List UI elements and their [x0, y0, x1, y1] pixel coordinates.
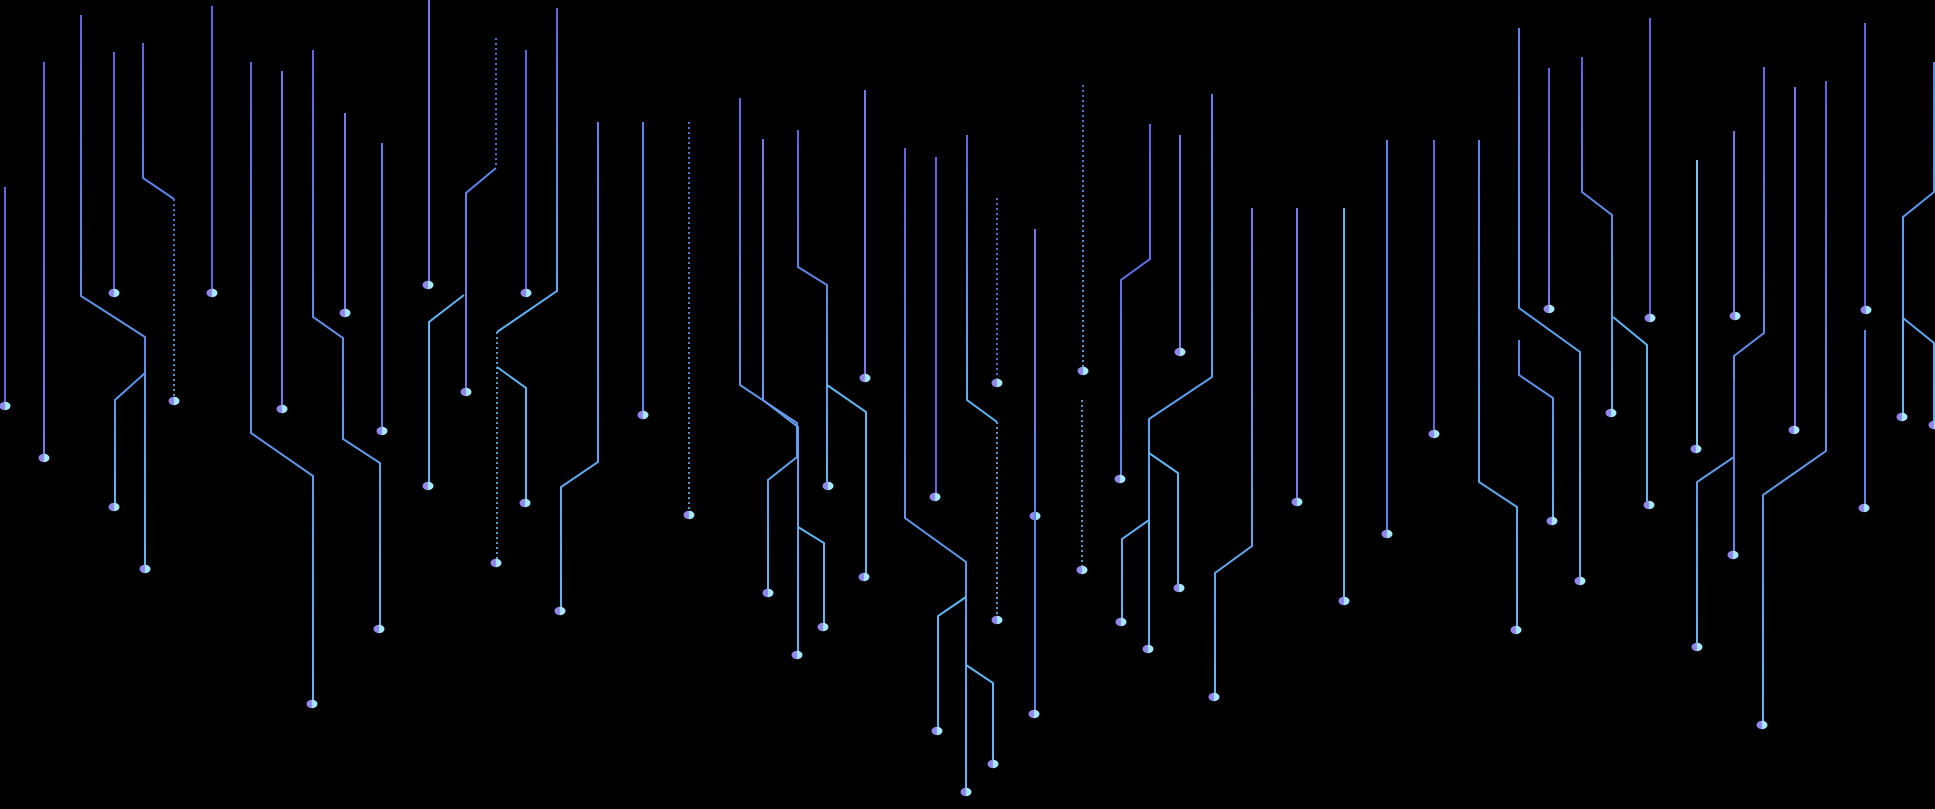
beam-endpoint-dot — [931, 726, 943, 736]
beam-endpoint-dot — [276, 404, 288, 414]
beam-endpoint-dot — [1788, 425, 1800, 435]
beam-line — [797, 526, 825, 624]
beam-endpoint-dot — [306, 699, 318, 709]
beam-endpoint-dot — [1691, 642, 1703, 652]
beam-endpoint-dot — [1174, 347, 1186, 357]
beam-endpoint-dot — [108, 288, 120, 298]
beam-endpoint-dot — [1644, 313, 1656, 323]
beam-endpoint-dot — [960, 787, 972, 797]
beam-line — [312, 50, 381, 626]
beam-endpoint-dot — [519, 498, 531, 508]
beam-endpoint-dot — [108, 502, 120, 512]
beam-endpoint-dot — [859, 373, 871, 383]
beam-endpoint-dot — [637, 410, 649, 420]
beam-endpoint-dot — [376, 426, 388, 436]
beam-endpoint-dot — [139, 564, 151, 574]
beam-endpoint-dot — [1077, 366, 1089, 376]
beam-line — [1214, 208, 1253, 694]
beam-line — [114, 337, 146, 504]
beam-endpoint-dot — [929, 492, 941, 502]
beam-line — [1762, 81, 1827, 722]
beam-line — [1612, 316, 1648, 502]
beam-endpoint-dot — [1896, 412, 1908, 422]
beam-endpoint-dot — [1727, 550, 1739, 560]
beam-endpoint-dot — [1605, 408, 1617, 418]
beam-line — [739, 98, 798, 590]
beam-line — [142, 43, 175, 200]
beam-line — [496, 366, 527, 500]
beam-line — [1148, 452, 1179, 585]
beam-line — [428, 294, 465, 483]
beam-endpoint-dot — [554, 606, 566, 616]
beam-line — [80, 15, 146, 566]
beam-endpoint-dot — [791, 650, 803, 660]
beam-endpoint-dot — [460, 387, 472, 397]
beam-endpoint-dot — [1928, 420, 1935, 430]
beam-endpoint-dot — [1076, 565, 1088, 575]
beam-endpoint-dot — [168, 396, 180, 406]
beam-endpoint-dot — [1142, 644, 1154, 654]
beam-line — [826, 384, 867, 574]
beam-endpoint-dot — [1690, 444, 1702, 454]
beam-line — [966, 135, 998, 423]
beam-line — [496, 8, 558, 333]
beam-endpoint-dot — [1115, 617, 1127, 627]
beam-line — [250, 62, 314, 701]
beam-endpoint-dot — [1114, 474, 1126, 484]
beam-endpoint-dot — [822, 481, 834, 491]
beam-endpoint-dot — [422, 280, 434, 290]
beam-endpoint-dot — [987, 759, 999, 769]
beam-endpoint-dot — [373, 624, 385, 634]
beam-line — [1902, 62, 1935, 422]
beam-line — [560, 122, 599, 608]
beam-endpoint-dot — [683, 510, 695, 520]
beam-endpoint-dot — [490, 558, 502, 568]
beam-endpoint-dot — [1381, 529, 1393, 539]
beam-line — [762, 139, 799, 652]
beam-endpoint-dot — [1028, 709, 1040, 719]
beam-line — [1120, 124, 1151, 476]
beam-line — [1478, 140, 1518, 627]
beam-endpoint-dot — [520, 288, 532, 298]
beam-line — [965, 664, 994, 761]
beam-endpoint-dot — [1546, 516, 1558, 526]
beam-endpoint-dot — [206, 288, 218, 298]
beam-line — [904, 148, 967, 789]
beam-line — [1121, 94, 1213, 619]
beam-endpoint-dot — [1574, 576, 1586, 586]
beam-line — [797, 130, 828, 483]
beam-endpoint-dot — [1858, 503, 1870, 513]
beam-endpoint-dot — [1208, 692, 1220, 702]
beam-endpoint-dot — [817, 622, 829, 632]
beam-endpoint-dot — [1338, 596, 1350, 606]
beam-endpoint-dot — [1729, 311, 1741, 321]
beam-endpoint-dot — [38, 453, 50, 463]
beam-endpoint-dot — [0, 401, 11, 411]
beam-line — [465, 167, 497, 389]
beam-endpoint-dot — [1173, 583, 1185, 593]
beam-endpoint-dot — [1291, 497, 1303, 507]
beam-endpoint-dot — [1756, 720, 1768, 730]
beam-endpoint-dot — [1543, 304, 1555, 314]
beam-endpoint-dot — [991, 378, 1003, 388]
beam-endpoint-dot — [1510, 625, 1522, 635]
beam-endpoint-dot — [1643, 500, 1655, 510]
beam-endpoint-dot — [762, 588, 774, 598]
beam-endpoint-dot — [339, 308, 351, 318]
beam-line — [1581, 57, 1613, 410]
beam-endpoint-dot — [858, 572, 870, 582]
beam-endpoint-dot — [1428, 429, 1440, 439]
beam-line — [937, 596, 967, 728]
beam-line — [1518, 340, 1554, 518]
beam-endpoint-dot — [1860, 305, 1872, 315]
beam-endpoint-dot — [422, 481, 434, 491]
beam-endpoint-dot — [991, 615, 1003, 625]
beam-line — [1518, 28, 1581, 578]
